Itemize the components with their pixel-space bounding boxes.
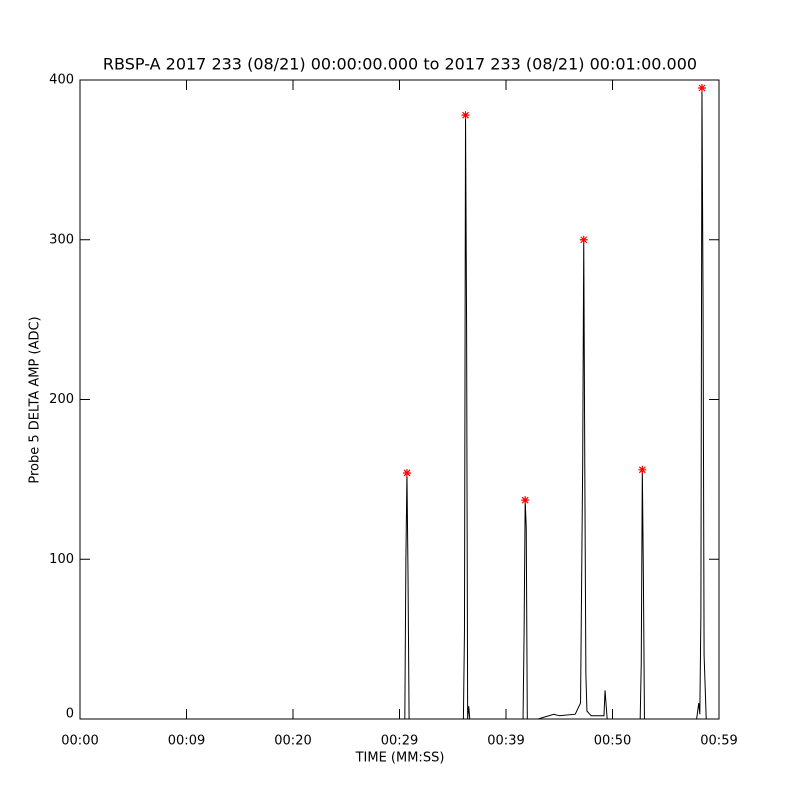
x-tick-label: 00:59 xyxy=(700,734,737,749)
x-tick-label: 00:00 xyxy=(61,734,98,749)
x-axis-label: TIME (MM:SS) xyxy=(355,751,445,766)
peak-marker xyxy=(697,83,706,92)
x-tick-label: 00:39 xyxy=(487,734,524,749)
chart-title: RBSP-A 2017 233 (08/21) 00:00:00.000 to … xyxy=(103,55,697,74)
y-tick-label: 100 xyxy=(49,552,74,567)
peak-marker xyxy=(521,496,530,505)
peak-marker xyxy=(402,468,411,477)
peak-marker xyxy=(638,465,647,474)
y-tick-label: 400 xyxy=(49,73,74,88)
y-tick-label: 200 xyxy=(49,392,74,407)
data-line xyxy=(80,87,719,720)
y-axis-label: Probe 5 DELTA AMP (ADC) xyxy=(28,316,43,483)
x-tick-label: 00:50 xyxy=(594,734,631,749)
peak-marker xyxy=(461,111,470,120)
y-tick-label: 300 xyxy=(49,232,74,247)
peak-marker xyxy=(579,235,588,244)
x-tick-label: 00:09 xyxy=(168,734,205,749)
plot-frame xyxy=(79,79,720,720)
x-tick-label: 00:20 xyxy=(274,734,311,749)
y-tick-label: 0 xyxy=(66,707,74,722)
x-tick-label: 00:29 xyxy=(381,734,418,749)
